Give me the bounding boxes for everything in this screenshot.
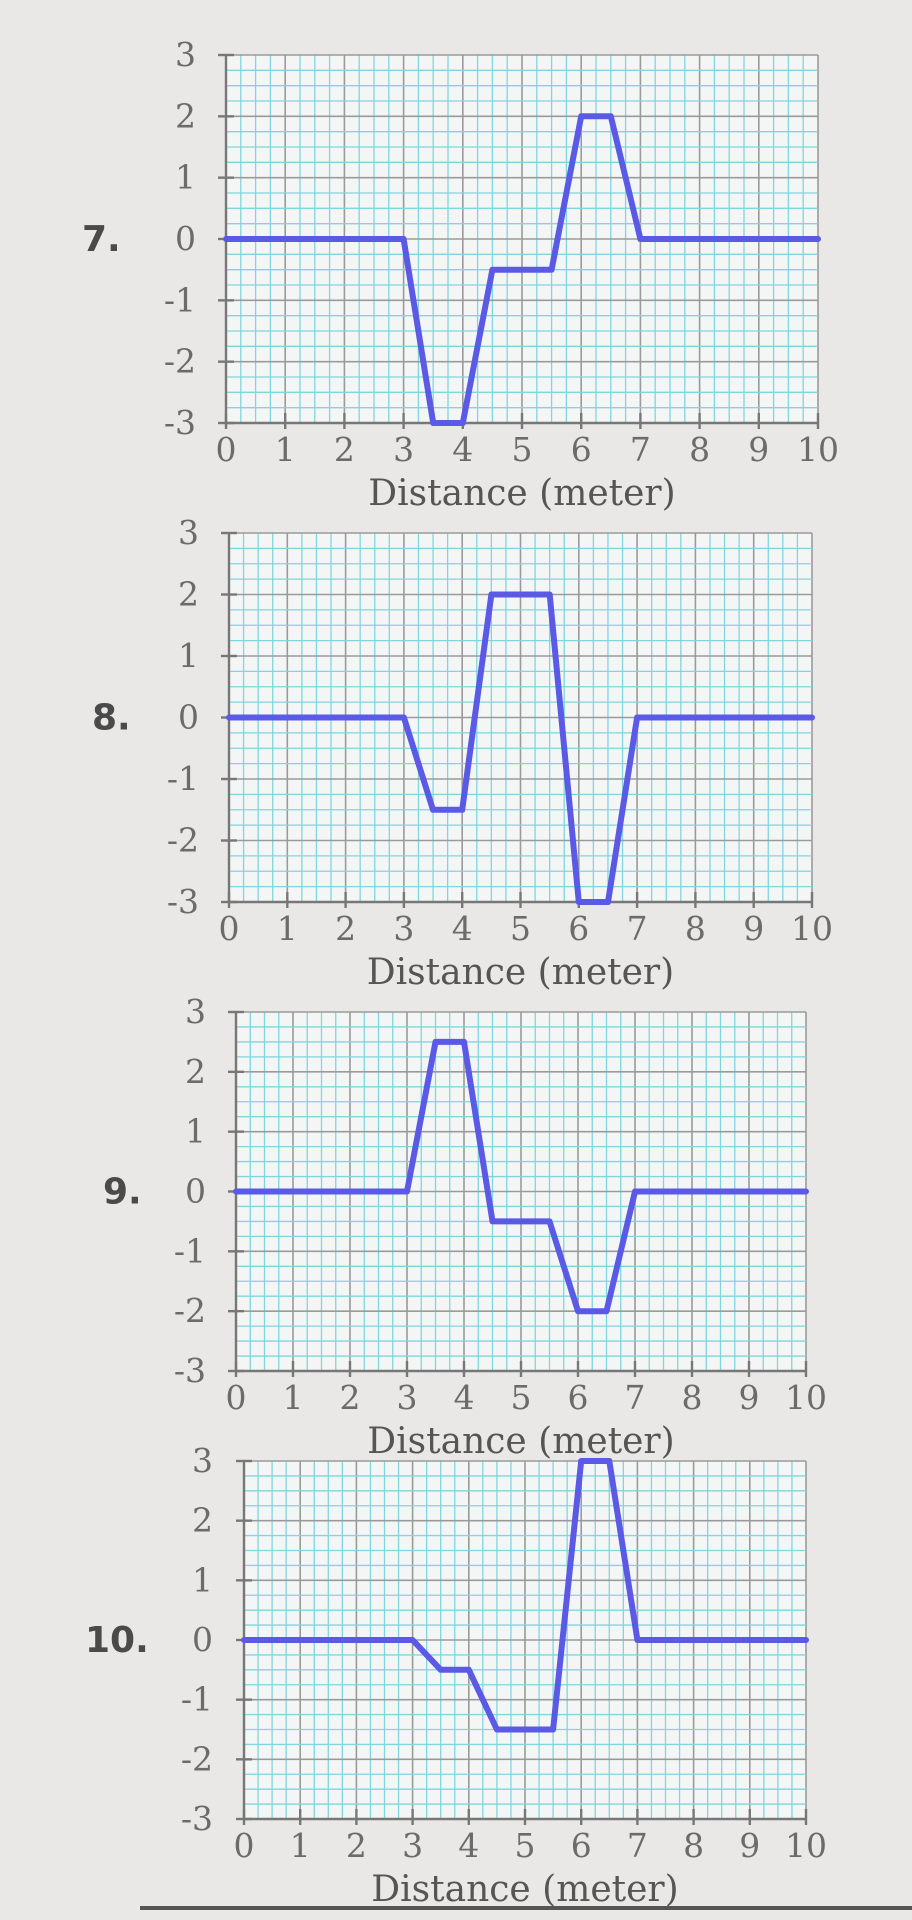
x-tick-label: 0: [226, 1378, 247, 1417]
x-tick-label: 5: [510, 909, 531, 948]
x-tick-label: 3: [393, 909, 414, 948]
x-tick-label: 3: [393, 430, 414, 469]
x-tick-label: 0: [219, 909, 240, 948]
x-tick-label: 0: [216, 430, 237, 469]
x-tick-label: 1: [275, 430, 296, 469]
x-tick-label: 1: [283, 1378, 304, 1417]
y-tick-label: 1: [185, 1112, 206, 1151]
x-tick-label: 1: [277, 909, 298, 948]
y-tick-label: -2: [167, 821, 199, 860]
x-axis-title: Distance (meter): [367, 952, 674, 993]
y-tick-label: -1: [167, 759, 199, 798]
x-tick-label: 5: [511, 1378, 532, 1417]
series-line: [223, 113, 821, 426]
y-tick-label: 3: [192, 1441, 213, 1480]
x-tick-label: 1: [290, 1826, 311, 1865]
series-line: [233, 1038, 809, 1315]
problem-number: 9.: [103, 1172, 142, 1213]
y-tick-label: 0: [185, 1172, 206, 1211]
x-tick-label: 6: [568, 1378, 589, 1417]
y-tick-label: 0: [175, 219, 196, 258]
series-line: [226, 591, 815, 905]
x-axis-title: Distance (meter): [368, 473, 675, 514]
problem-number: 10.: [85, 1620, 149, 1661]
x-tick-label: 7: [627, 1826, 648, 1865]
x-tick-label: 10: [785, 1378, 827, 1417]
y-tick-label: 2: [178, 575, 199, 614]
x-tick-label: 9: [739, 1378, 760, 1417]
x-tick-label: 6: [568, 909, 589, 948]
y-tick-label: -3: [167, 882, 199, 921]
x-tick-label: 10: [791, 909, 833, 948]
x-tick-label: 2: [346, 1826, 367, 1865]
y-tick-label: 1: [192, 1560, 213, 1599]
y-tick-label: 1: [178, 636, 199, 675]
x-tick-label: 4: [452, 909, 473, 948]
x-tick-label: 4: [452, 430, 473, 469]
y-tick-label: 3: [175, 35, 196, 74]
x-tick-label: 4: [458, 1826, 479, 1865]
x-tick-label: 6: [571, 430, 592, 469]
problem-number: 8.: [92, 698, 131, 739]
x-tick-label: 4: [454, 1378, 475, 1417]
x-axis-title: Distance (meter): [367, 1421, 674, 1462]
y-tick-label: -1: [181, 1680, 213, 1719]
x-tick-label: 7: [630, 430, 651, 469]
series-line: [241, 1458, 809, 1733]
x-tick-label: 9: [748, 430, 769, 469]
y-tick-label: 0: [178, 698, 199, 737]
y-tick-label: 2: [175, 96, 196, 135]
x-tick-label: 8: [683, 1826, 704, 1865]
x-tick-label: 3: [402, 1826, 423, 1865]
y-tick-label: -1: [164, 280, 196, 319]
y-tick-label: -2: [174, 1291, 206, 1330]
y-tick-label: -2: [164, 342, 196, 381]
problem-number: 7.: [82, 219, 121, 260]
y-tick-label: 3: [185, 992, 206, 1031]
x-axis-title: Distance (meter): [371, 1869, 678, 1910]
y-tick-label: 0: [192, 1620, 213, 1659]
x-tick-label: 8: [685, 909, 706, 948]
x-tick-label: 10: [797, 430, 839, 469]
y-tick-label: -3: [181, 1799, 213, 1838]
y-tick-label: -2: [181, 1739, 213, 1778]
y-tick-label: -3: [164, 403, 196, 442]
y-tick-label: -3: [174, 1351, 206, 1390]
x-tick-label: 2: [334, 430, 355, 469]
x-tick-label: 7: [627, 909, 648, 948]
x-tick-label: 5: [515, 1826, 536, 1865]
x-tick-label: 5: [512, 430, 533, 469]
x-tick-label: 6: [571, 1826, 592, 1865]
y-tick-label: 2: [185, 1052, 206, 1091]
x-tick-label: 10: [785, 1826, 827, 1865]
x-tick-label: 2: [340, 1378, 361, 1417]
x-tick-label: 8: [682, 1378, 703, 1417]
x-tick-label: 3: [397, 1378, 418, 1417]
y-tick-label: 2: [192, 1501, 213, 1540]
x-tick-label: 9: [743, 909, 764, 948]
x-tick-label: 9: [739, 1826, 760, 1865]
y-tick-label: 3: [178, 513, 199, 552]
x-tick-label: 8: [689, 430, 710, 469]
x-tick-label: 0: [234, 1826, 255, 1865]
x-tick-label: 2: [335, 909, 356, 948]
x-tick-label: 7: [625, 1378, 646, 1417]
y-tick-label: 1: [175, 158, 196, 197]
y-tick-label: -1: [174, 1231, 206, 1270]
